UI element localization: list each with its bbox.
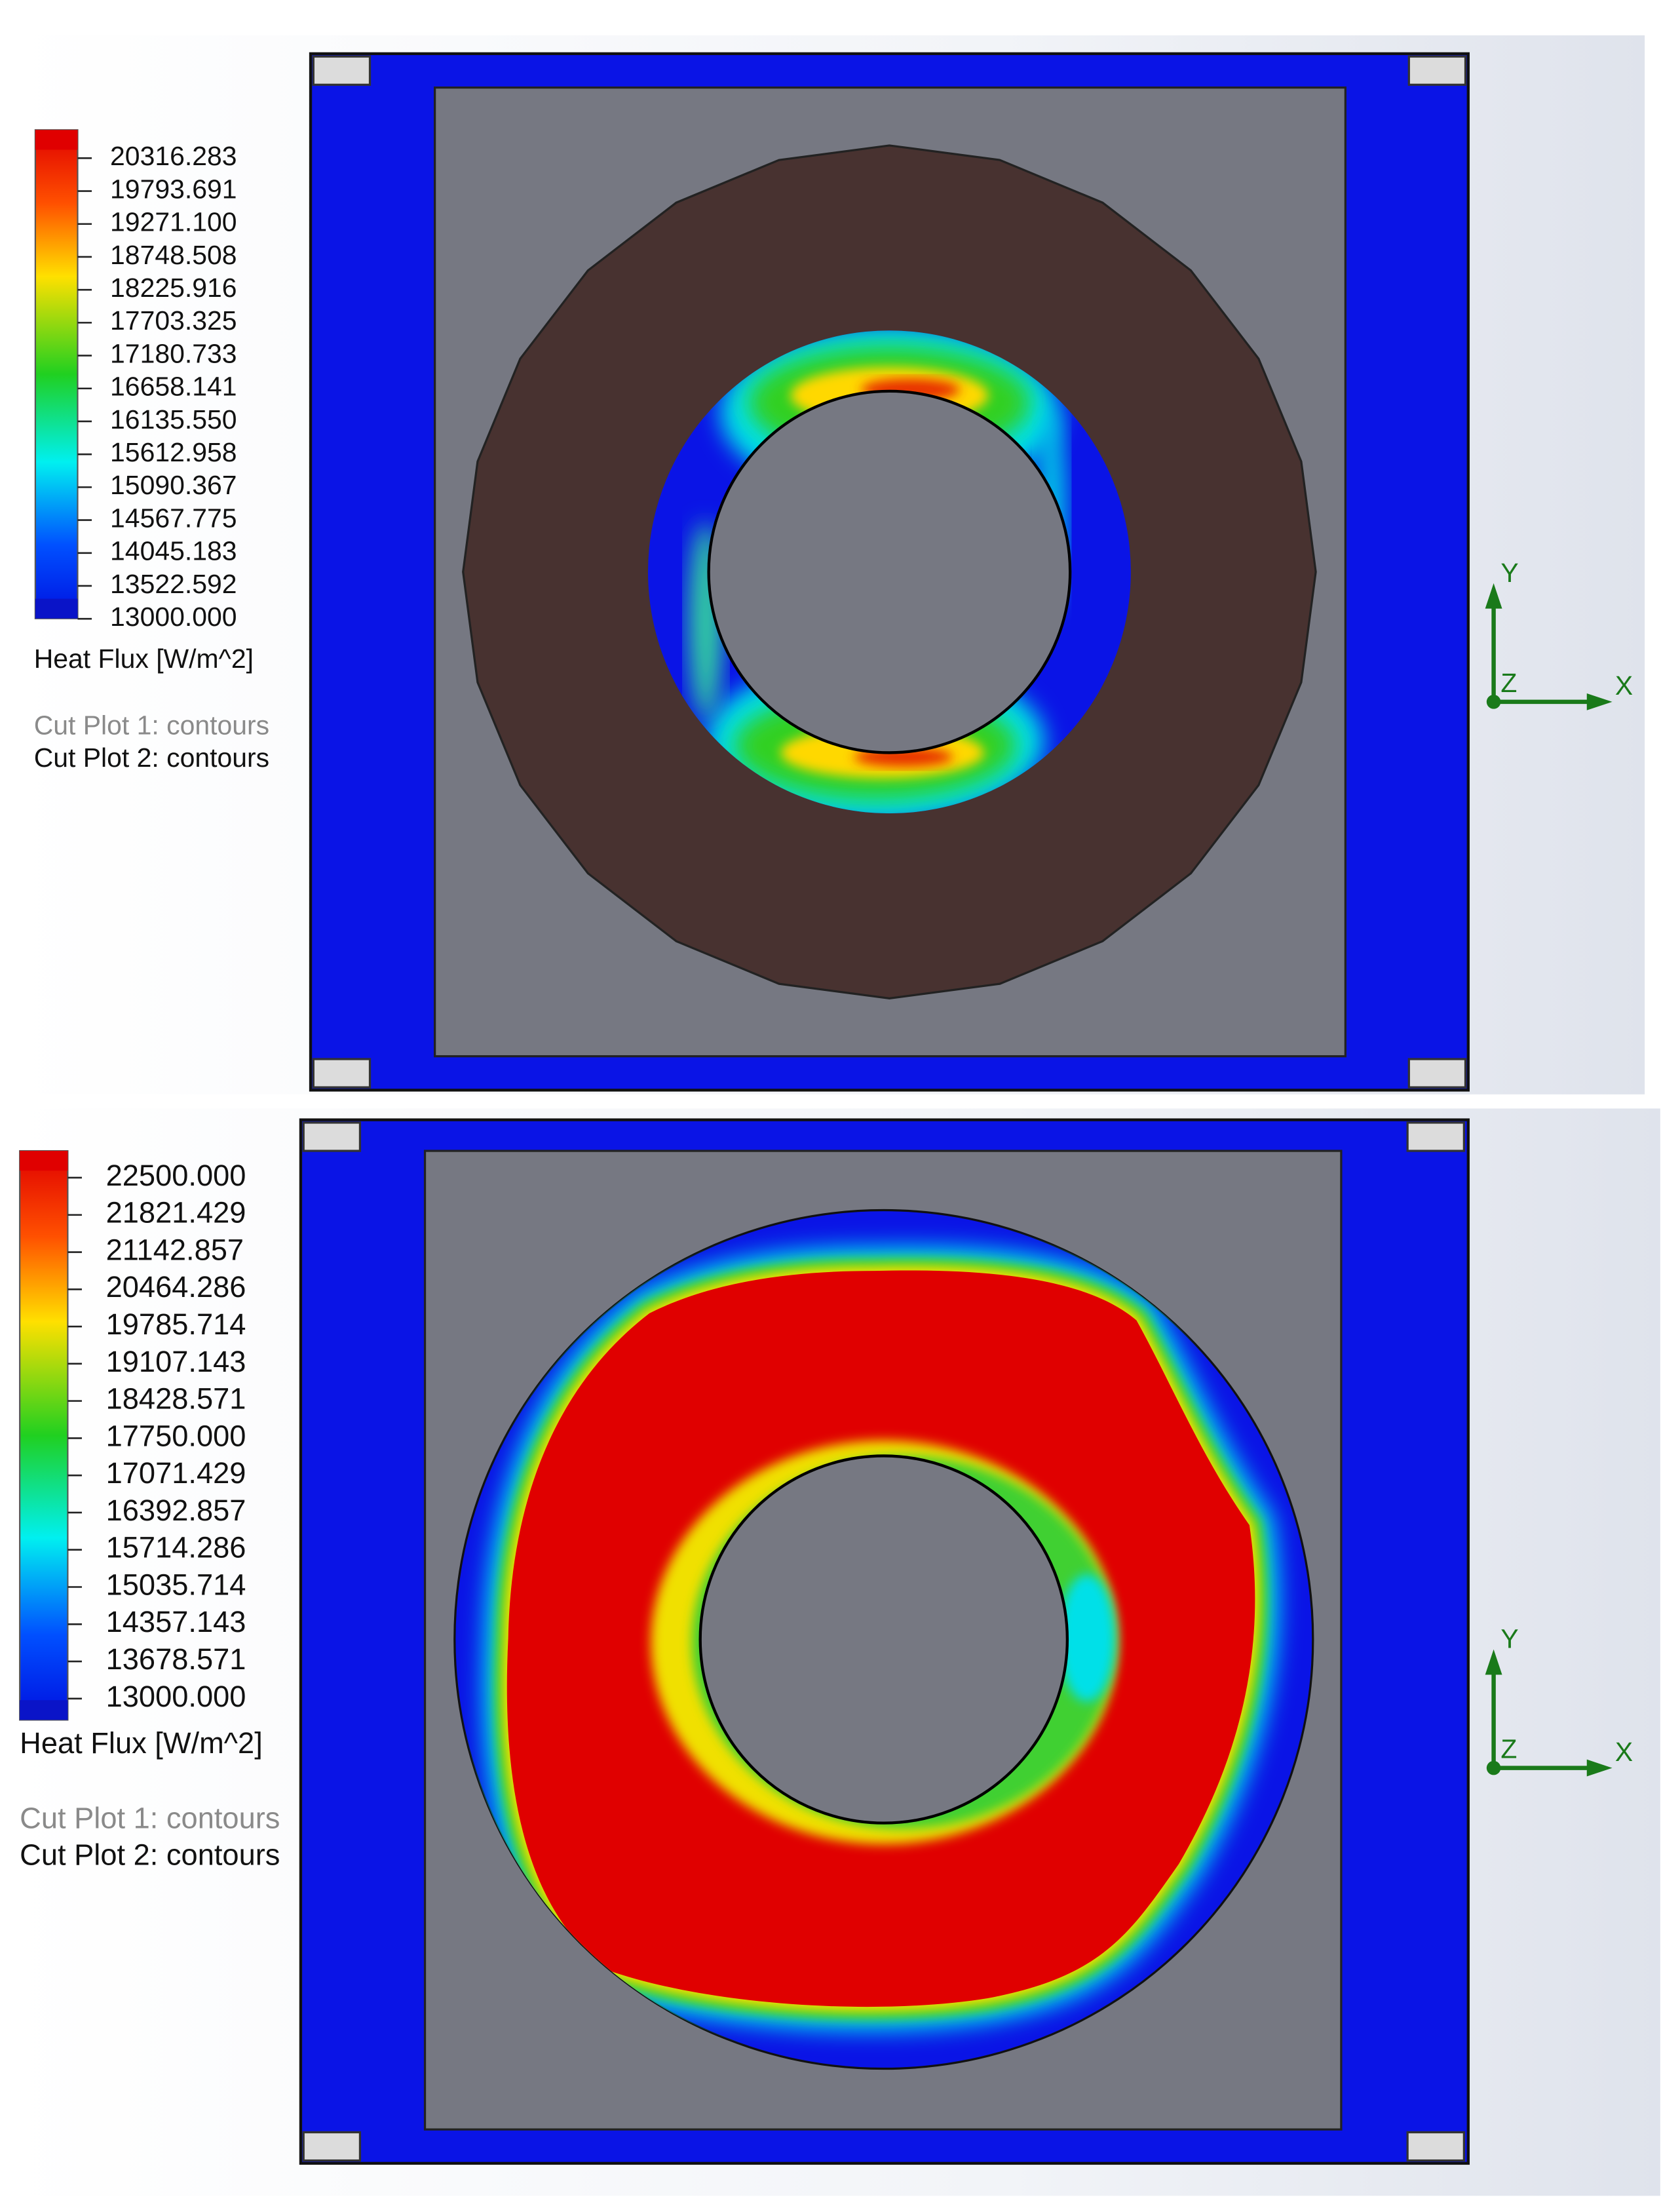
legend-label: 14357.143	[106, 1605, 246, 1638]
legend-label: 19271.100	[110, 207, 237, 237]
legend-cap	[35, 130, 78, 150]
legend-label: 18748.508	[110, 240, 237, 270]
legend-label: 16135.550	[110, 404, 237, 435]
legend-label: 14567.775	[110, 503, 237, 533]
corner-tab	[312, 55, 372, 86]
legend-label: 19785.714	[106, 1307, 246, 1341]
legend-label: 17071.429	[106, 1456, 246, 1490]
legend-label: 13000.000	[106, 1680, 246, 1713]
axis-z-label: Z	[1500, 1734, 1517, 1764]
legend-label: 15090.367	[110, 470, 237, 500]
legend-label: 16658.141	[110, 372, 237, 402]
contour-cyan	[1058, 1574, 1116, 1702]
cut-plot-label: Cut Plot 2: contours	[20, 1838, 280, 1871]
legend-label: 19793.691	[110, 174, 237, 204]
axis-x-arrow	[1586, 693, 1613, 710]
axis-x-label: X	[1615, 670, 1633, 701]
legend-label: 16392.857	[106, 1494, 246, 1527]
legend-label: 17703.325	[110, 305, 237, 336]
legend-label: 18428.571	[106, 1382, 246, 1416]
axis-y-label: Y	[1500, 558, 1518, 588]
legend-label: 13678.571	[106, 1642, 246, 1676]
legend-label: 17180.733	[110, 338, 237, 368]
axis-z-label: Z	[1500, 668, 1517, 698]
axis-y-label: Y	[1500, 1624, 1518, 1654]
legend-label: 18225.916	[110, 273, 237, 303]
cut-plot-label: Cut Plot 1: contours	[34, 710, 269, 740]
corner-tab	[302, 1121, 362, 1152]
legend-label: 13000.000	[110, 602, 237, 632]
cut-plot-label: Cut Plot 2: contours	[34, 743, 269, 773]
corner-tab	[1406, 1121, 1465, 1152]
legend-title: Heat Flux [W/m^2]	[20, 1726, 263, 1760]
axis-y-arrow	[1485, 1649, 1502, 1675]
legend-cap	[35, 598, 78, 619]
legend-title: Heat Flux [W/m^2]	[34, 644, 254, 674]
legend-label: 19107.143	[106, 1345, 246, 1378]
bore	[707, 389, 1072, 754]
legend-label: 14045.183	[110, 536, 237, 566]
legend-label: 21142.857	[106, 1233, 244, 1266]
legend-label: 15035.714	[106, 1568, 246, 1601]
legend-label: 15612.958	[110, 437, 237, 467]
corner-tab	[1406, 2131, 1465, 2162]
axis-origin	[1486, 1760, 1501, 1775]
legend-bar	[19, 1150, 69, 1721]
legend-label: 20316.283	[110, 141, 237, 171]
legend-cap	[20, 1151, 68, 1171]
legend-bar	[34, 129, 79, 619]
legend-label: 21821.429	[106, 1196, 246, 1229]
legend-cap	[20, 1700, 68, 1720]
axis-x-arrow	[1586, 1759, 1613, 1777]
legend-label: 13522.592	[110, 569, 237, 599]
corner-tab	[312, 1058, 372, 1089]
bore	[698, 1454, 1069, 1825]
corner-tab	[302, 2131, 362, 2162]
axis-x-label: X	[1615, 1737, 1633, 1767]
axis-origin	[1486, 695, 1501, 709]
legend-label: 20464.286	[106, 1270, 246, 1304]
axis-y-arrow	[1485, 583, 1502, 609]
cut-plot-label: Cut Plot 1: contours	[20, 1801, 280, 1834]
legend-label: 17750.000	[106, 1419, 246, 1452]
legend-label: 15714.286	[106, 1531, 246, 1564]
corner-tab	[1407, 55, 1467, 86]
corner-tab	[1407, 1058, 1467, 1089]
legend-label: 22500.000	[106, 1159, 246, 1192]
